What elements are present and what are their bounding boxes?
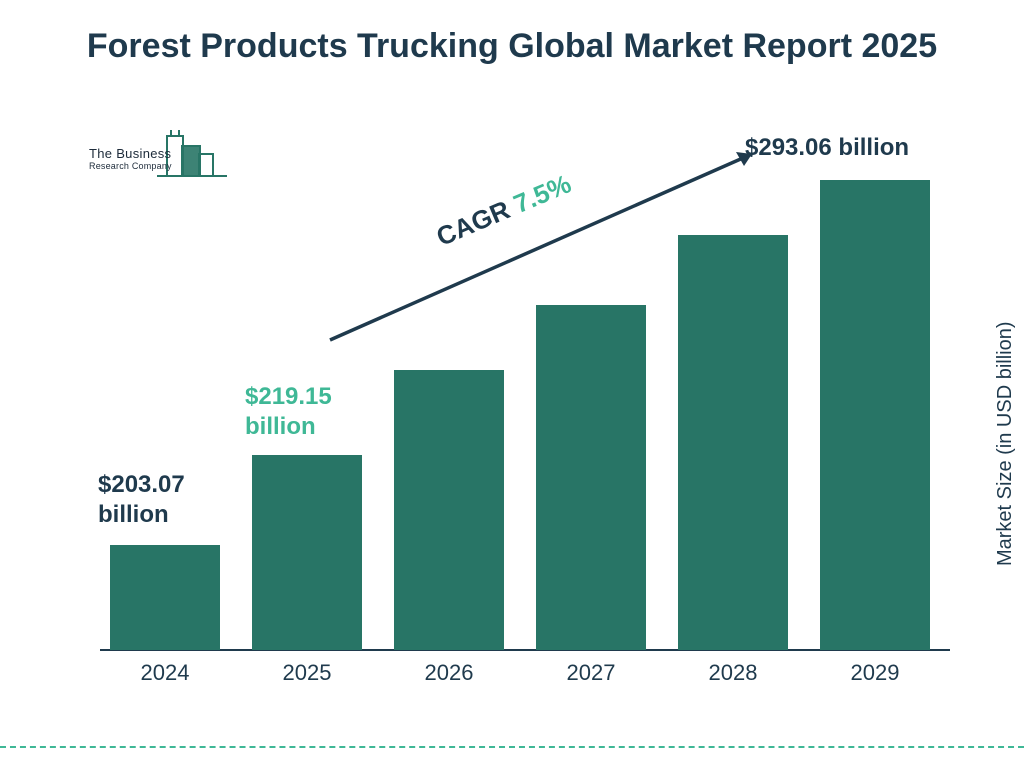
x-label-2024: 2024 [141, 660, 190, 685]
bar-2025 [252, 455, 362, 650]
x-label-2027: 2027 [567, 660, 616, 685]
bar-2026 [394, 370, 504, 650]
callout-2024-line1: $203.07 [98, 471, 185, 498]
x-label-2029: 2029 [851, 660, 900, 685]
bar-2029 [820, 180, 930, 650]
callout-2025-line1: $219.15 [245, 383, 332, 410]
callout-bar-2029: $293.06 billion [745, 133, 909, 163]
bar-2027 [536, 305, 646, 650]
chart-title: Forest Products Trucking Global Market R… [0, 25, 1024, 68]
bar-2028 [678, 235, 788, 650]
bar-2024 [110, 545, 220, 650]
x-label-2025: 2025 [283, 660, 332, 685]
callout-2025-line2: billion [245, 413, 316, 440]
callout-2029-text: $293.06 billion [745, 134, 909, 161]
x-label-2026: 2026 [425, 660, 474, 685]
y-axis-label: Market Size (in USD billion) [995, 322, 1018, 567]
callout-bar-2024: $203.07 billion [98, 470, 185, 530]
callout-bar-2025: $219.15 billion [245, 382, 332, 442]
x-label-2028: 2028 [709, 660, 758, 685]
callout-2024-line2: billion [98, 501, 169, 528]
bars-group [110, 180, 930, 650]
bottom-dashed-line [0, 746, 1024, 748]
